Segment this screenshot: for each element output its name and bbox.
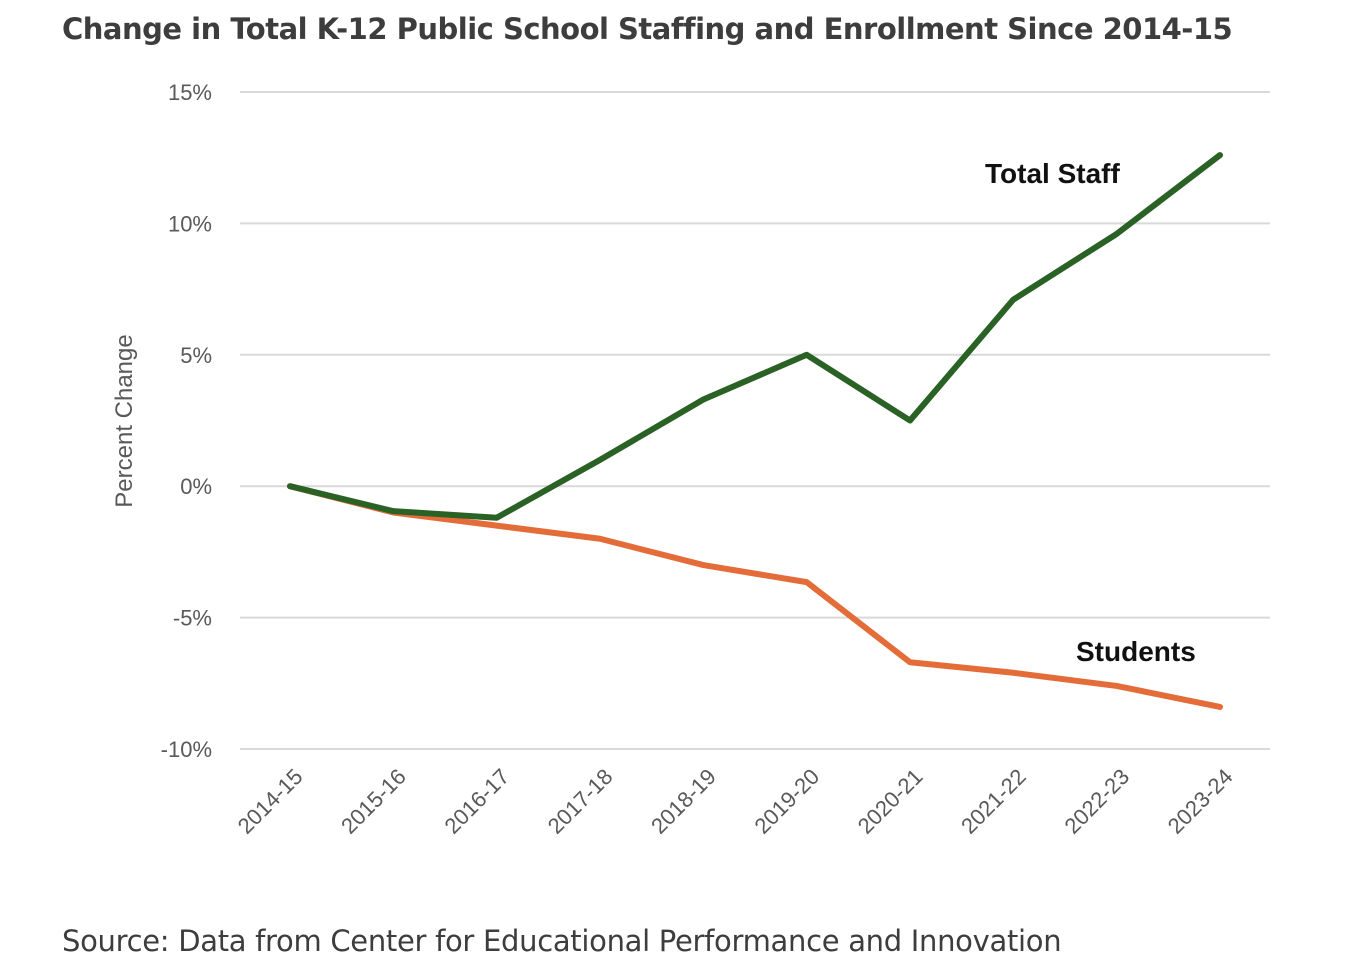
x-tick-label: 2022-23 bbox=[1059, 764, 1134, 839]
y-tick-label: 10% bbox=[168, 211, 212, 236]
series-line-students bbox=[287, 483, 1223, 710]
x-tick-label: 2019-20 bbox=[749, 764, 824, 839]
x-tick-label: 2016-17 bbox=[439, 764, 514, 839]
x-tick-label: 2023-24 bbox=[1163, 764, 1238, 839]
y-tick-label: -5% bbox=[173, 606, 212, 631]
y-tick-label: -10% bbox=[161, 737, 212, 762]
x-tick-label: 2014-15 bbox=[233, 764, 308, 839]
x-tick-label: 2021-22 bbox=[956, 764, 1031, 839]
y-tick-label: 15% bbox=[168, 80, 212, 105]
y-axis-label: Percent Change bbox=[111, 334, 138, 507]
series-line-total-staff bbox=[287, 152, 1223, 521]
series-label-total-staff: Total Staff bbox=[985, 158, 1120, 189]
x-tick-label: 2017-18 bbox=[543, 764, 618, 839]
x-tick-label: 2015-16 bbox=[336, 764, 411, 839]
series-label-students: Students bbox=[1076, 636, 1196, 667]
y-tick-label: 0% bbox=[180, 474, 212, 499]
y-tick-label: 5% bbox=[180, 343, 212, 368]
source-note: Source: Data from Center for Educational… bbox=[62, 924, 1062, 958]
x-tick-label: 2020-21 bbox=[853, 764, 928, 839]
chart-title: Change in Total K-12 Public School Staff… bbox=[62, 12, 1233, 46]
x-tick-label: 2018-19 bbox=[646, 764, 721, 839]
